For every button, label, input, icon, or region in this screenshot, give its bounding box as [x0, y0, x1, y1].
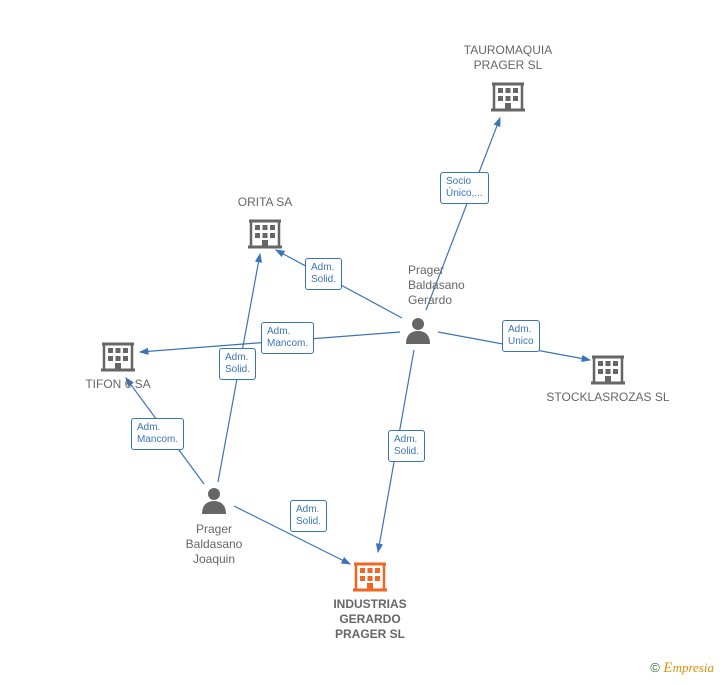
copyright-symbol: ©: [650, 660, 660, 675]
company-icon[interactable]: [591, 357, 625, 383]
edge: [438, 332, 590, 360]
edge: [218, 254, 260, 482]
edge: [426, 118, 500, 310]
edge: [140, 332, 400, 352]
edge: [126, 378, 204, 484]
person-icon[interactable]: [406, 318, 430, 344]
network-canvas: [0, 0, 728, 685]
company-icon[interactable]: [353, 564, 387, 590]
company-icon[interactable]: [491, 84, 525, 110]
edge: [234, 506, 350, 564]
person-icon[interactable]: [202, 488, 226, 514]
company-icon[interactable]: [248, 221, 282, 247]
company-icon[interactable]: [101, 344, 135, 370]
brand-logo: Empresia: [663, 660, 714, 675]
copyright: © Empresia: [650, 660, 714, 677]
edge: [378, 350, 414, 552]
edge: [276, 250, 402, 318]
